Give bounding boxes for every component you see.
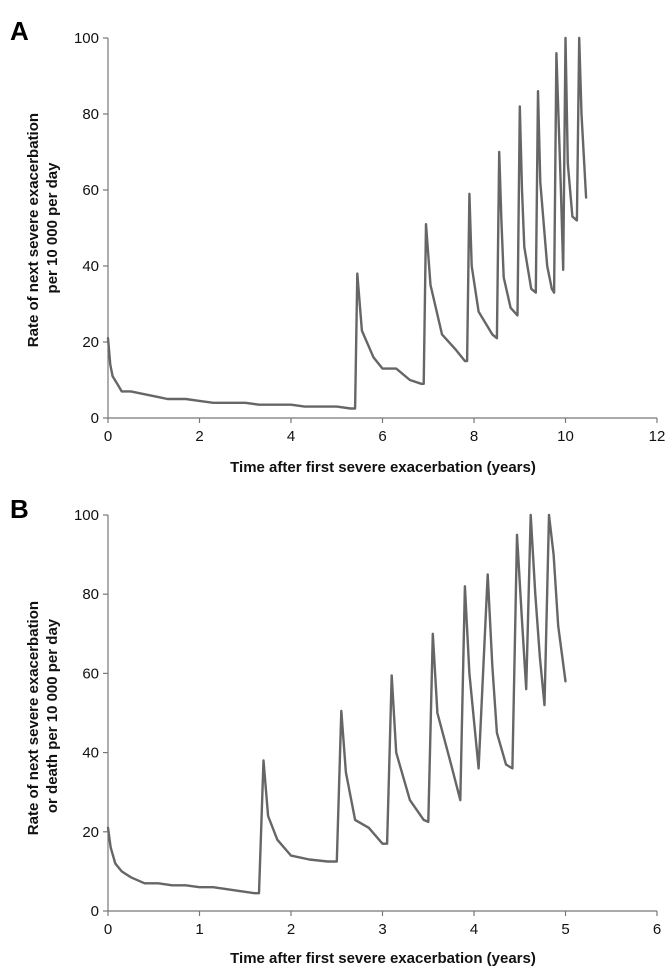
panel-a-ylabel-line-1: Rate of next severe exacerbation: [25, 113, 42, 347]
panel-b-y-tick-label: 20: [82, 824, 99, 841]
panel-a-ylabel: Rate of next severe exacerbation per 10 …: [25, 109, 61, 347]
panel-a-ylabel-line-2: per 10 000 per day: [44, 162, 61, 294]
panel-a-x-tick-label: 6: [378, 428, 386, 445]
panel-b-ylabel-line-1: Rate of next severe exacerbation: [25, 601, 42, 835]
panel-b-y-tick-label: 60: [82, 665, 99, 682]
panel-b-y-tick-label: 40: [82, 745, 99, 762]
panel-a-x-tick-label: 8: [470, 428, 478, 445]
panel-a-letter: A: [10, 16, 29, 46]
panel-a-x-tick-label: 12: [649, 428, 666, 445]
panel-a-y-tick-label: 80: [82, 106, 99, 123]
panel-a-y-tick-label: 40: [82, 258, 99, 275]
panel-b-x-tick-label: 5: [561, 921, 569, 938]
panel-b-x-tick-label: 1: [195, 921, 203, 938]
panel-b-x-tick-label: 6: [653, 921, 661, 938]
panel-b-x-tick-label: 0: [104, 921, 112, 938]
panel-b-x-tick-label: 4: [470, 921, 478, 938]
panel-b-series-line: [106, 513, 567, 895]
panel-b-y-tick-label: 80: [82, 586, 99, 603]
panel-b-x-tick-label: 2: [287, 921, 295, 938]
panel-a-y-tick-label: 0: [91, 410, 99, 427]
panel-a-x-tick-label: 10: [557, 428, 574, 445]
panel-a-xlabel: Time after first severe exacerbation (ye…: [230, 459, 536, 476]
panel-a-x-tick-label: 2: [195, 428, 203, 445]
panel-a-y-tick-label: 100: [74, 30, 99, 47]
panel-b-x-tick-label: 3: [378, 921, 386, 938]
panel-b-ylabel: Rate of next severe exacerbation or deat…: [25, 597, 61, 835]
panel-b-ylabel-line-2: or death per 10 000 per day: [44, 618, 61, 813]
panel-a-x-tick-label: 0: [104, 428, 112, 445]
panel-a-y-tick-label: 20: [82, 334, 99, 351]
panel-a-y-tick-label: 60: [82, 182, 99, 199]
panel-b-letter: B: [10, 494, 29, 524]
panel-a: A Rate of next severe exacerbation per 1…: [10, 16, 665, 476]
panel-b-xlabel: Time after first severe exacerbation (ye…: [230, 950, 536, 967]
panel-b-y-tick-label: 0: [91, 903, 99, 920]
panel-b-y-tick-label: 100: [74, 507, 99, 524]
panel-a-series-line: [106, 36, 588, 410]
panel-a-x-tick-label: 4: [287, 428, 295, 445]
panel-b: B Rate of next severe exacerbation or de…: [10, 494, 661, 967]
